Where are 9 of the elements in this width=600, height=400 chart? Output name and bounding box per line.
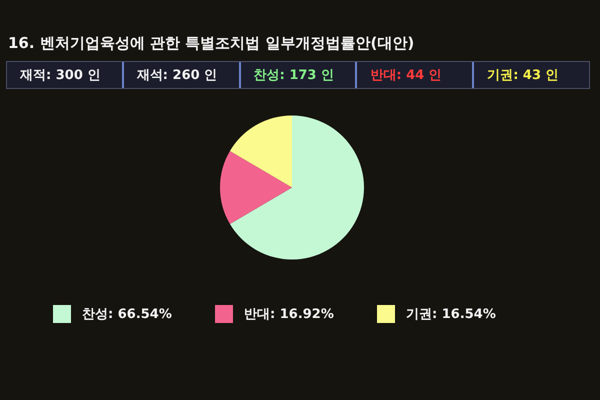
chart-title: 16. 벤처기업육성에 관한 특별조치법 일부개정법률안(대안) [8,34,414,53]
legend-label: 기권: 16.54% [406,306,496,323]
text: 반대: 44 인 [355,62,472,88]
legend-label: 반대: 16.92% [244,306,334,323]
text: 기권: 43 인 [472,62,589,88]
legend-label: 찬성: 66.54% [82,306,172,323]
text: 재석: 260 인 [122,62,239,88]
text: 찬성: 173 인 [238,62,356,88]
text: 재적: 300 인 [19,67,102,85]
